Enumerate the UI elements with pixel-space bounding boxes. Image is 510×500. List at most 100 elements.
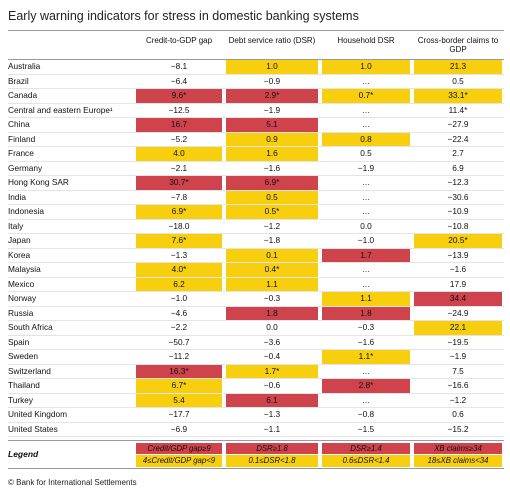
row-name: India bbox=[8, 191, 26, 202]
row: Turkey 5.4 6.1 … −1.2 bbox=[8, 393, 504, 408]
cell: 6.9* bbox=[136, 205, 222, 219]
cell: 20.5* bbox=[414, 234, 502, 248]
legend: Legend Credit/GDP gap≥9 DSR≥1.8 DSR≥1.4 XB c… bbox=[8, 440, 504, 469]
cell: −27.9 bbox=[447, 119, 469, 129]
row: Canada 9.6* 2.9* 0.7* 33.1* bbox=[8, 89, 504, 104]
cell: −18.0 bbox=[168, 220, 190, 231]
cell: 0.8 bbox=[322, 132, 410, 146]
cell: 4.0* bbox=[136, 263, 222, 277]
row-name: Japan bbox=[8, 235, 31, 245]
cell: −13.9 bbox=[447, 249, 469, 260]
cell: … bbox=[361, 104, 371, 115]
cell: −19.5 bbox=[447, 336, 469, 347]
cell: 0.5 bbox=[226, 190, 318, 204]
cell: 0.5 bbox=[452, 75, 464, 86]
cell: −12.3 bbox=[447, 177, 469, 187]
cell: 5.4 bbox=[136, 393, 222, 407]
row: Russia −4.6 1.8 1.8 −24.9 bbox=[8, 306, 504, 321]
cell: … bbox=[361, 206, 371, 216]
cell: −1.2 bbox=[263, 220, 281, 231]
cell: −11.2 bbox=[168, 351, 190, 361]
row-name: France bbox=[8, 148, 34, 158]
cell: 6.9* bbox=[226, 176, 318, 190]
cell: 34.4 bbox=[414, 292, 502, 306]
cell: 1.7* bbox=[226, 364, 318, 378]
title: Early warning indicators for stress in d… bbox=[8, 9, 359, 23]
cell: 1.0 bbox=[226, 60, 318, 74]
row: Malaysia 4.0* 0.4* … −1.6 bbox=[8, 263, 504, 278]
legend-cell: 18≤XB claims<34 bbox=[414, 455, 502, 467]
row: India −7.8 0.5 … −30.6 bbox=[8, 190, 504, 205]
row-name: Russia bbox=[8, 307, 34, 318]
row: Norway −1.0 −0.3 1.1 34.4 bbox=[8, 292, 504, 307]
header-row: Credit-to-GDP gap Debt service ratio (DSR… bbox=[8, 34, 504, 60]
cell: … bbox=[361, 191, 371, 202]
row-name: Hong Kong SAR bbox=[8, 177, 69, 187]
cell: −0.8 bbox=[357, 409, 375, 419]
cell: −1.6 bbox=[263, 162, 281, 173]
row: Japan 7.6* −1.8 −1.0 20.5* bbox=[8, 234, 504, 249]
cell: −0.6 bbox=[263, 380, 281, 390]
cell: −1.1 bbox=[263, 423, 281, 434]
cell: −7.8 bbox=[170, 191, 188, 202]
row-name: Germany bbox=[8, 162, 43, 173]
cell: −0.3 bbox=[263, 293, 281, 303]
row: United Kingdom −17.7 −1.3 −0.8 0.6 bbox=[8, 408, 504, 423]
cell: 2.8* bbox=[322, 379, 410, 393]
legend-cell: 4≤Credit/GDP gap<9 bbox=[136, 455, 222, 467]
cell: −1.6 bbox=[357, 336, 375, 347]
cell: … bbox=[361, 264, 371, 274]
cell: 21.3 bbox=[414, 60, 502, 74]
cell: −10.8 bbox=[447, 220, 469, 231]
cell: −10.9 bbox=[447, 206, 469, 216]
cell: −1.5 bbox=[357, 423, 375, 434]
cell: 6.7* bbox=[136, 379, 222, 393]
cell: −1.8 bbox=[263, 235, 281, 245]
row: Central and eastern Europe¹ −12.5 −1.9 … 11.… bbox=[8, 104, 504, 118]
row-name: Australia bbox=[8, 61, 41, 71]
table: Credit-to-GDP gap Debt service ratio (DSR… bbox=[8, 34, 504, 469]
cell: 0.5 bbox=[360, 148, 372, 158]
cell: 33.1* bbox=[414, 89, 502, 103]
row: Italy −18.0 −1.2 0.0 −10.8 bbox=[8, 220, 504, 234]
cell: −1.6 bbox=[449, 264, 467, 274]
cell: −1.9 bbox=[449, 351, 467, 361]
cell: −4.6 bbox=[170, 307, 188, 318]
cell: … bbox=[361, 177, 371, 187]
cell: 4.0 bbox=[136, 147, 222, 161]
header-cell: Household DSR bbox=[337, 36, 395, 45]
cell: −0.4 bbox=[263, 351, 281, 361]
row: Brazil −6.4 −0.9 … 0.5 bbox=[8, 75, 504, 89]
cell: −1.3 bbox=[170, 249, 188, 260]
cell: −5.2 bbox=[170, 133, 188, 144]
legend-title: Legend bbox=[8, 449, 39, 459]
cell: −16.6 bbox=[447, 380, 469, 390]
cell: 1.6 bbox=[226, 147, 318, 161]
row-name: Malaysia bbox=[8, 264, 41, 274]
row-name: Canada bbox=[8, 90, 38, 100]
cell: 0.6 bbox=[452, 409, 464, 419]
row-name: Korea bbox=[8, 249, 31, 260]
row: Thailand 6.7* −0.6 2.8* −16.6 bbox=[8, 379, 504, 394]
header-cell: Cross-border claims to GDP bbox=[417, 36, 499, 54]
cell: −0.9 bbox=[263, 75, 281, 86]
row: China 16.7 5.1 … −27.9 bbox=[8, 118, 504, 133]
cell: −1.0 bbox=[170, 293, 188, 303]
cell: 6.1 bbox=[226, 393, 318, 407]
cell: −8.1 bbox=[170, 61, 188, 71]
cell: 5.1 bbox=[226, 118, 318, 132]
row-name: Indonesia bbox=[8, 206, 44, 216]
cell: 9.6* bbox=[136, 89, 222, 103]
row: Korea −1.3 0.1 1.7 −13.9 bbox=[8, 248, 504, 263]
cell: 1.0 bbox=[322, 60, 410, 74]
cell: 0.4* bbox=[226, 263, 318, 277]
row: Hong Kong SAR 30.7* 6.9* … −12.3 bbox=[8, 176, 504, 191]
cell: 30.7* bbox=[136, 176, 222, 190]
cell: … bbox=[361, 278, 371, 289]
cell: 0.0 bbox=[266, 322, 278, 332]
legend-cell: 0.1≤DSR<1.8 bbox=[226, 455, 318, 467]
row-name: Thailand bbox=[8, 380, 40, 390]
legend-cell: DSR≥1.8 bbox=[226, 442, 318, 454]
cell: −22.4 bbox=[447, 133, 469, 144]
cell: −0.3 bbox=[357, 322, 375, 332]
